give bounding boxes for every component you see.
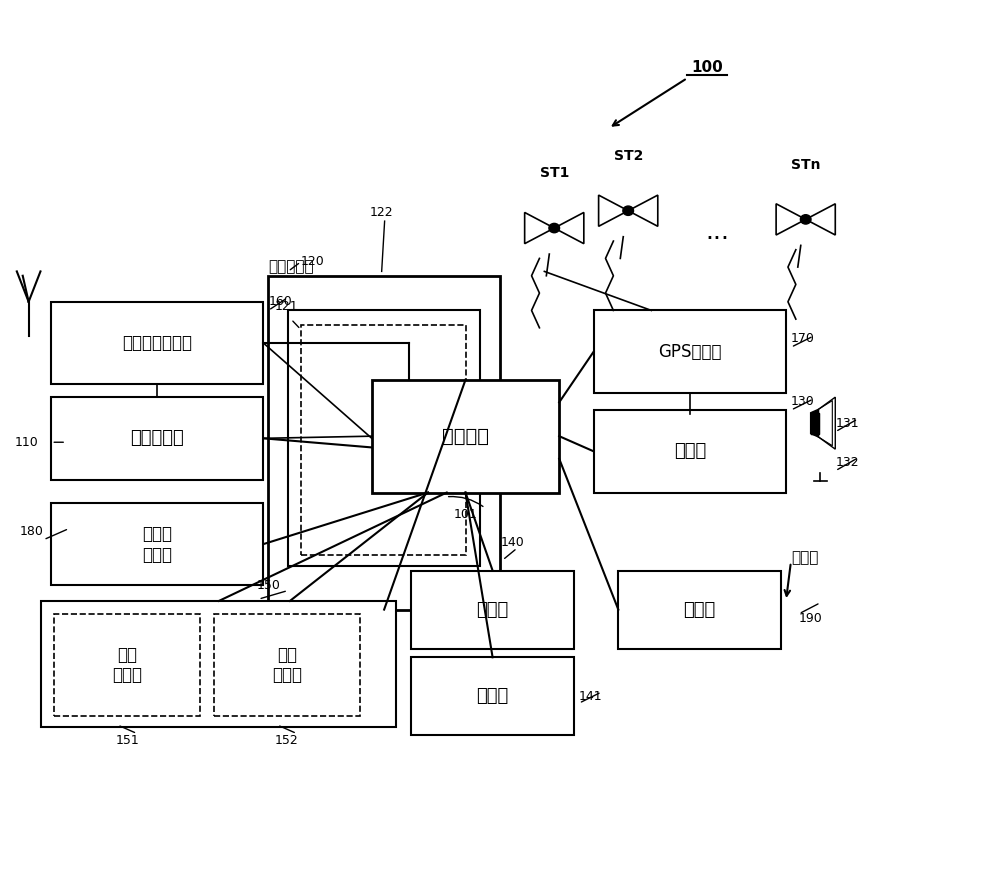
FancyBboxPatch shape bbox=[214, 614, 360, 716]
FancyBboxPatch shape bbox=[411, 657, 574, 736]
Circle shape bbox=[549, 224, 560, 233]
Text: GPS接收部: GPS接收部 bbox=[658, 343, 722, 360]
Text: 150: 150 bbox=[256, 579, 280, 592]
FancyBboxPatch shape bbox=[51, 397, 263, 479]
FancyBboxPatch shape bbox=[594, 310, 786, 393]
FancyBboxPatch shape bbox=[51, 503, 263, 585]
Text: ...: ... bbox=[705, 220, 729, 244]
Text: 操作部: 操作部 bbox=[476, 601, 509, 618]
Polygon shape bbox=[599, 195, 628, 226]
Circle shape bbox=[623, 206, 634, 215]
FancyBboxPatch shape bbox=[618, 571, 781, 648]
Text: 无线通信部: 无线通信部 bbox=[130, 429, 184, 448]
Text: 160: 160 bbox=[268, 295, 292, 308]
Text: 显示输入部: 显示输入部 bbox=[268, 260, 314, 275]
Text: 122: 122 bbox=[370, 206, 393, 219]
FancyBboxPatch shape bbox=[54, 614, 200, 716]
Text: 121: 121 bbox=[275, 300, 299, 313]
Polygon shape bbox=[811, 410, 819, 437]
Text: 170: 170 bbox=[791, 332, 815, 345]
FancyBboxPatch shape bbox=[594, 411, 786, 492]
Text: STn: STn bbox=[791, 158, 820, 172]
Text: 内部
存储部: 内部 存储部 bbox=[112, 646, 142, 685]
Text: 120: 120 bbox=[301, 255, 325, 269]
Text: ST2: ST2 bbox=[614, 149, 643, 163]
Text: 151: 151 bbox=[115, 734, 139, 746]
Text: 向各部: 向各部 bbox=[791, 550, 818, 565]
Polygon shape bbox=[554, 212, 584, 244]
Text: 主控制部: 主控制部 bbox=[442, 426, 489, 446]
Text: 130: 130 bbox=[791, 395, 815, 408]
Polygon shape bbox=[776, 204, 806, 235]
Polygon shape bbox=[806, 204, 835, 235]
Text: 通话部: 通话部 bbox=[674, 442, 706, 461]
Text: 190: 190 bbox=[799, 611, 823, 625]
Circle shape bbox=[800, 215, 811, 224]
Text: 外部
存储部: 外部 存储部 bbox=[272, 646, 302, 685]
Polygon shape bbox=[628, 195, 658, 226]
FancyBboxPatch shape bbox=[301, 325, 466, 555]
Text: 131: 131 bbox=[835, 417, 859, 430]
Text: ST1: ST1 bbox=[540, 167, 569, 181]
Text: 101: 101 bbox=[454, 508, 477, 522]
FancyBboxPatch shape bbox=[372, 380, 559, 492]
FancyBboxPatch shape bbox=[51, 302, 263, 384]
Text: 110: 110 bbox=[15, 436, 38, 448]
Text: 141: 141 bbox=[579, 690, 603, 703]
FancyBboxPatch shape bbox=[288, 310, 480, 566]
FancyBboxPatch shape bbox=[268, 276, 500, 610]
Polygon shape bbox=[525, 212, 554, 244]
Text: 152: 152 bbox=[275, 734, 299, 746]
FancyBboxPatch shape bbox=[41, 601, 396, 727]
Polygon shape bbox=[811, 413, 819, 433]
Polygon shape bbox=[819, 397, 835, 449]
Circle shape bbox=[809, 452, 832, 472]
Text: 电源部: 电源部 bbox=[684, 601, 716, 618]
Text: 动作传
感器部: 动作传 感器部 bbox=[142, 525, 172, 564]
Text: 132: 132 bbox=[835, 455, 859, 469]
Text: 140: 140 bbox=[500, 536, 524, 549]
Text: 100: 100 bbox=[691, 60, 723, 75]
Text: 外部输入输出部: 外部输入输出部 bbox=[122, 334, 192, 352]
Text: 180: 180 bbox=[20, 524, 43, 537]
Text: 相机部: 相机部 bbox=[476, 687, 509, 706]
FancyBboxPatch shape bbox=[411, 571, 574, 648]
